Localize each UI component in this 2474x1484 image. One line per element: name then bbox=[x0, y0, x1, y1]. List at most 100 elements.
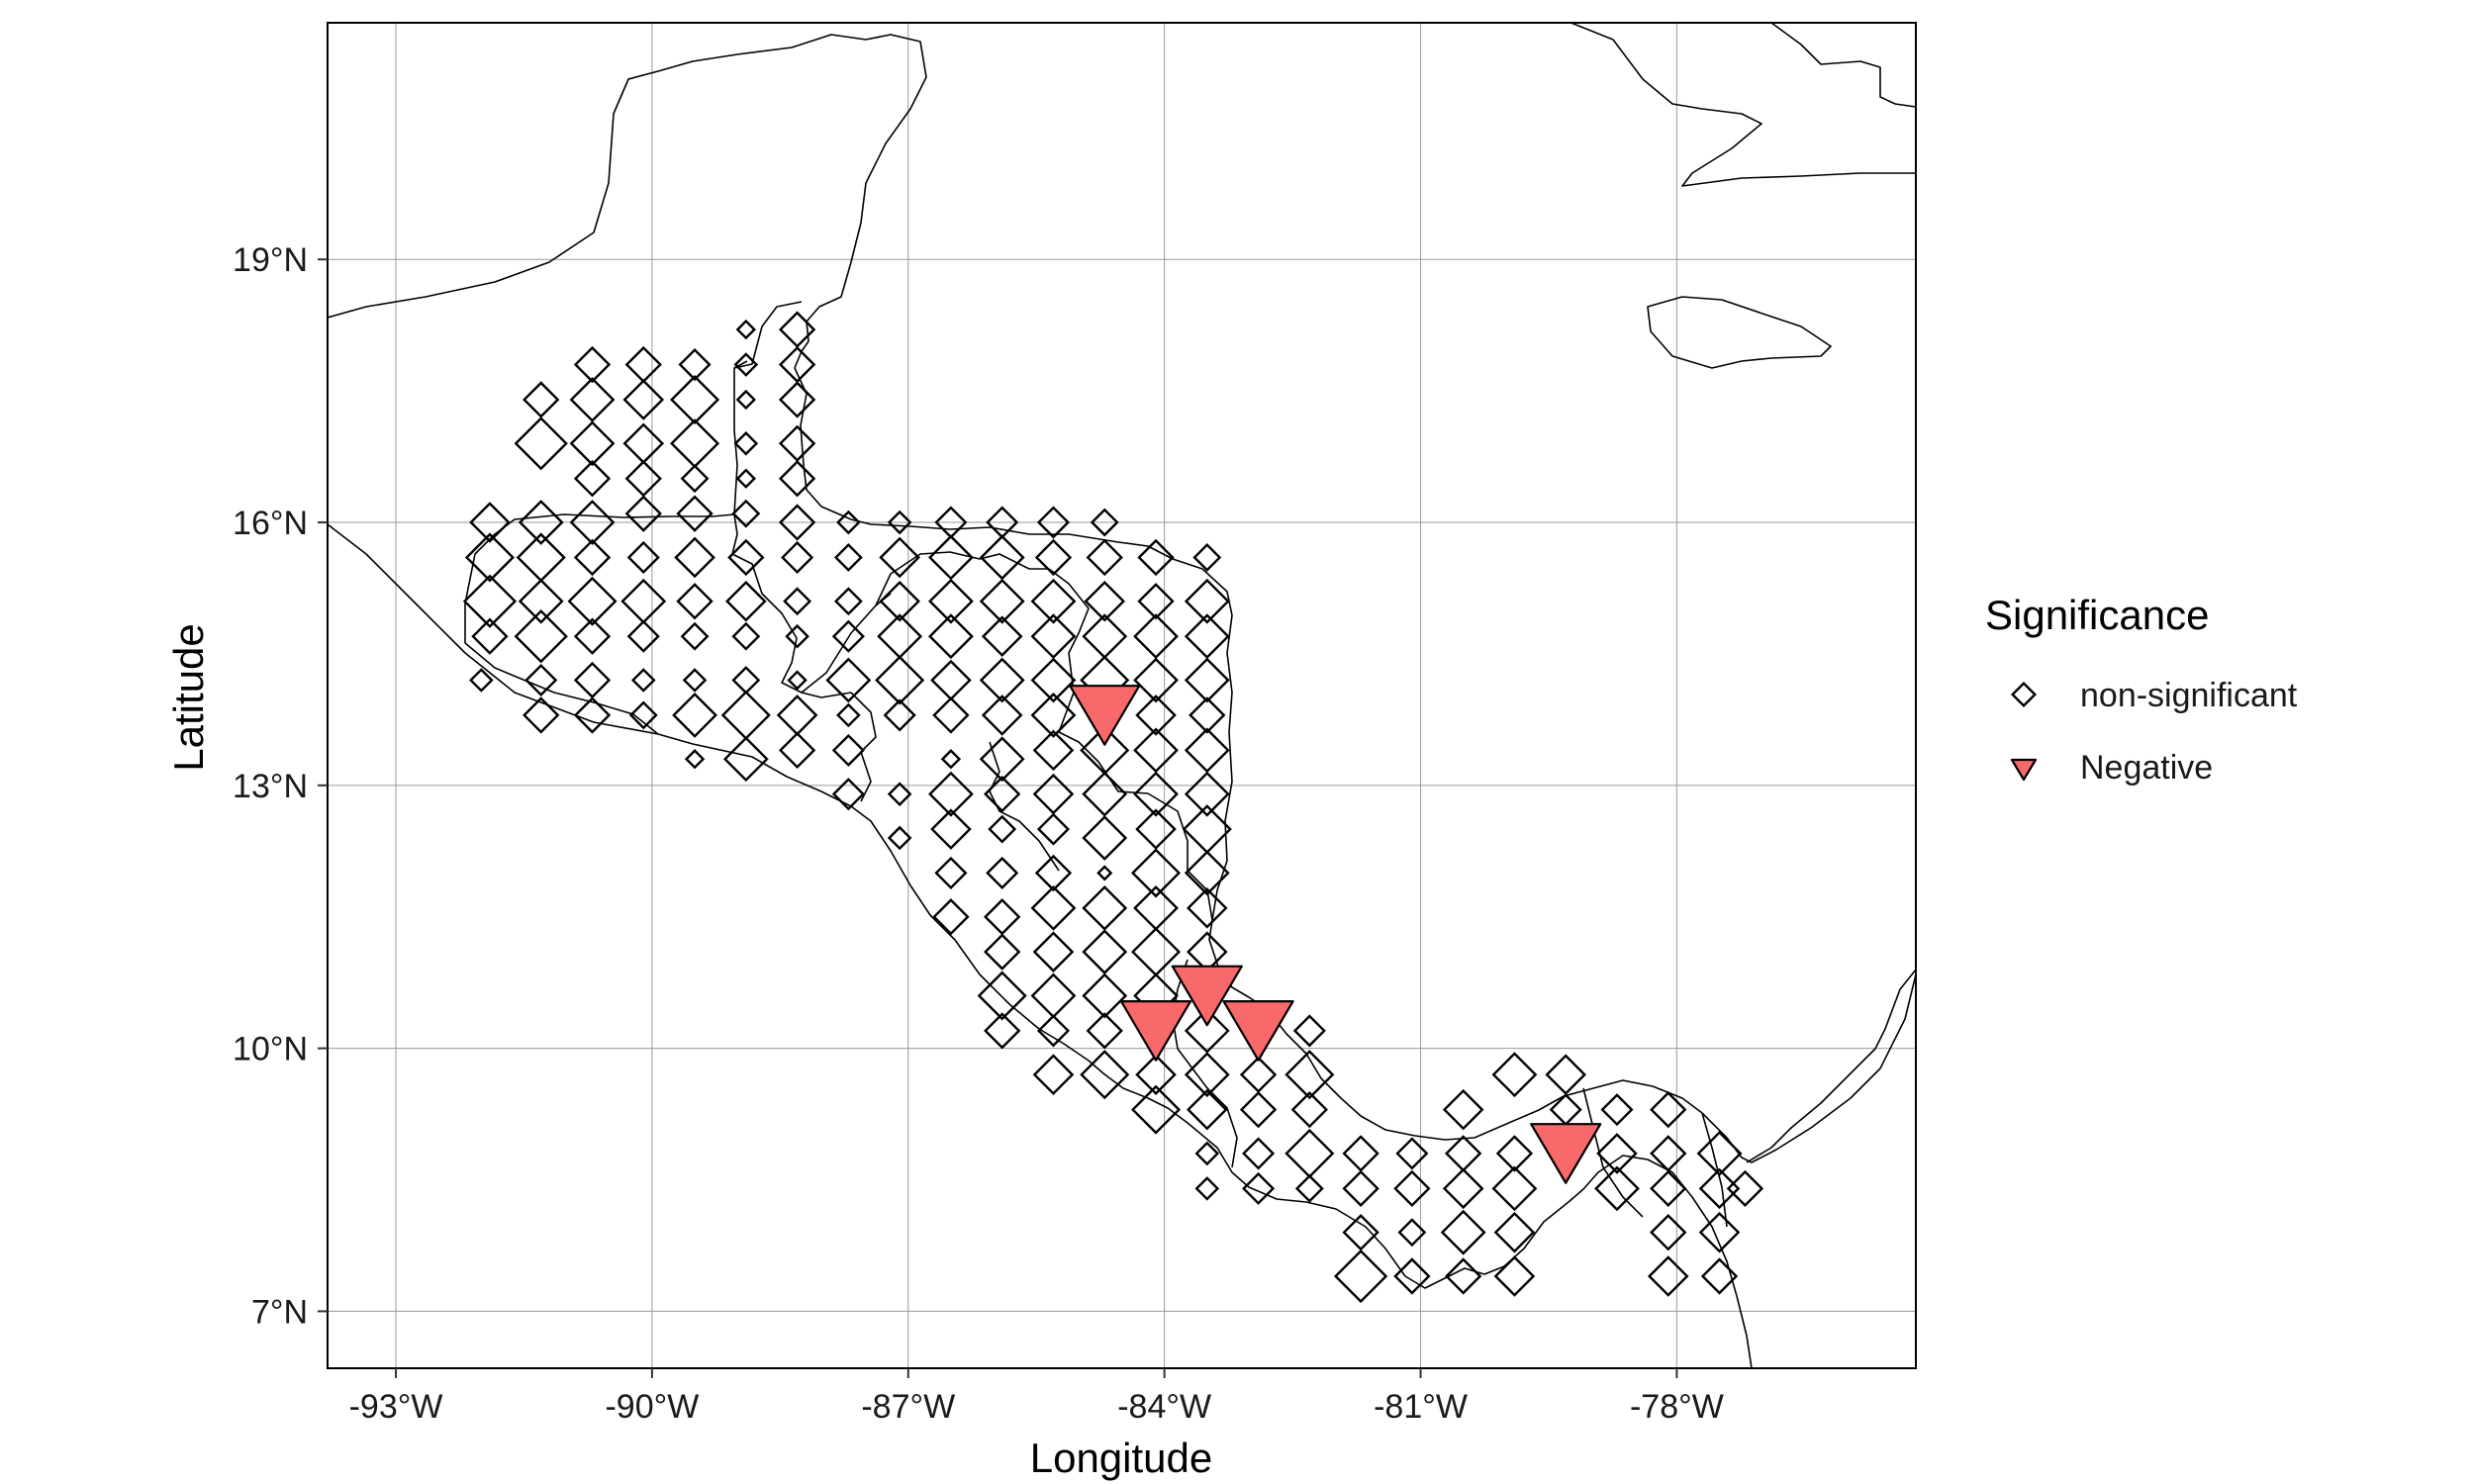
point-non-significant bbox=[1239, 1090, 1278, 1129]
point-non-significant bbox=[1130, 927, 1182, 977]
data-points bbox=[462, 311, 1764, 1304]
point-non-significant bbox=[1082, 613, 1128, 660]
point-non-significant bbox=[1493, 1255, 1536, 1297]
point-non-significant bbox=[778, 345, 816, 384]
point-non-significant bbox=[1184, 578, 1230, 624]
point-non-significant bbox=[1130, 848, 1182, 898]
point-non-significant bbox=[1133, 884, 1179, 931]
point-non-significant bbox=[672, 693, 717, 738]
point-non-significant bbox=[1698, 1211, 1741, 1253]
point-non-significant bbox=[670, 374, 720, 425]
point-non-significant bbox=[678, 347, 712, 382]
point-non-significant bbox=[1285, 1050, 1335, 1100]
point-non-significant bbox=[1082, 884, 1128, 931]
point-non-significant bbox=[1187, 887, 1228, 929]
point-non-significant bbox=[934, 856, 968, 889]
point-non-significant bbox=[1187, 931, 1228, 973]
point-non-significant bbox=[626, 540, 660, 575]
point-non-significant bbox=[1036, 1014, 1071, 1048]
point-non-significant bbox=[887, 782, 912, 806]
point-non-significant bbox=[836, 702, 861, 728]
point-non-significant bbox=[1242, 1137, 1276, 1170]
x-tick-label: -90°W bbox=[605, 1388, 699, 1426]
point-non-significant bbox=[778, 381, 816, 418]
point-non-significant bbox=[1333, 1249, 1388, 1304]
point-non-significant bbox=[1082, 973, 1128, 1019]
point-non-significant bbox=[1495, 1135, 1534, 1172]
point-non-significant bbox=[785, 623, 809, 649]
point-non-significant bbox=[1192, 543, 1222, 572]
point-non-significant bbox=[569, 420, 616, 467]
point-non-significant bbox=[979, 657, 1025, 703]
point-non-significant bbox=[1491, 1052, 1538, 1098]
point-non-significant bbox=[1030, 613, 1077, 660]
point-non-significant bbox=[1133, 613, 1179, 660]
point-non-significant bbox=[1189, 696, 1226, 734]
point-non-significant bbox=[514, 417, 568, 471]
point-non-significant bbox=[720, 690, 771, 740]
point-non-significant bbox=[523, 381, 560, 418]
point-non-significant bbox=[875, 655, 925, 705]
point-non-significant bbox=[887, 825, 912, 851]
point-non-significant bbox=[940, 749, 962, 770]
point-non-significant bbox=[620, 578, 667, 624]
point-non-significant bbox=[986, 856, 1019, 889]
point-non-significant bbox=[930, 659, 972, 701]
point-non-significant bbox=[624, 460, 662, 498]
point-non-significant bbox=[630, 668, 656, 693]
coastline-jamaica bbox=[1647, 296, 1832, 369]
x-tick-label: -87°W bbox=[861, 1388, 955, 1426]
point-non-significant bbox=[787, 670, 808, 691]
point-non-significant bbox=[1184, 613, 1230, 660]
point-non-significant bbox=[674, 536, 715, 579]
point-non-significant bbox=[778, 460, 816, 498]
point-non-significant bbox=[622, 422, 665, 465]
point-non-significant bbox=[469, 668, 494, 693]
point-non-significant bbox=[1082, 815, 1128, 861]
legend: Significance non-significant Negative bbox=[1985, 592, 2298, 787]
point-non-significant bbox=[680, 621, 710, 651]
point-non-significant bbox=[1096, 865, 1113, 881]
plot-frame bbox=[327, 22, 1917, 1369]
point-non-significant bbox=[836, 510, 861, 535]
point-non-significant bbox=[516, 532, 566, 583]
point-non-significant bbox=[979, 534, 1025, 581]
point-non-significant bbox=[518, 578, 564, 624]
point-non-significant bbox=[1395, 1137, 1429, 1170]
point-non-significant bbox=[682, 668, 708, 693]
point-non-significant bbox=[1032, 931, 1075, 973]
point-non-significant bbox=[928, 613, 974, 660]
point-non-significant bbox=[883, 698, 916, 732]
point-non-significant bbox=[676, 583, 714, 620]
legend-title: Significance bbox=[1985, 592, 2209, 638]
point-non-significant bbox=[573, 696, 612, 734]
point-negative bbox=[1119, 1000, 1192, 1062]
point-non-significant bbox=[979, 578, 1025, 624]
point-non-significant bbox=[518, 500, 564, 545]
legend-label-negative: Negative bbox=[2080, 749, 2213, 787]
point-non-significant bbox=[1242, 1171, 1276, 1205]
point-non-significant bbox=[464, 532, 515, 583]
point-non-significant bbox=[1034, 538, 1073, 577]
point-non-significant bbox=[1650, 1090, 1687, 1129]
legend-key-diamond bbox=[2010, 681, 2038, 708]
point-non-significant bbox=[1034, 854, 1073, 892]
point-non-significant bbox=[523, 696, 560, 734]
point-non-significant bbox=[573, 538, 612, 577]
point-non-significant bbox=[833, 543, 863, 572]
point-non-significant bbox=[1187, 1088, 1228, 1131]
point-non-significant bbox=[1442, 1088, 1484, 1131]
point-negative bbox=[1171, 965, 1243, 1027]
point-non-significant bbox=[1393, 1169, 1431, 1208]
legend-key-triangle bbox=[2010, 758, 2038, 782]
y-tick-label: 16°N bbox=[233, 505, 308, 542]
point-non-significant bbox=[1133, 771, 1179, 817]
point-non-significant bbox=[1137, 538, 1175, 577]
point-non-significant bbox=[984, 776, 1021, 813]
point-non-significant bbox=[1184, 727, 1230, 774]
point-non-significant bbox=[1130, 1084, 1182, 1135]
point-non-significant bbox=[1650, 1135, 1687, 1172]
point-non-significant bbox=[1545, 1054, 1586, 1095]
point-non-significant bbox=[735, 319, 757, 340]
point-non-significant bbox=[1397, 1218, 1427, 1248]
